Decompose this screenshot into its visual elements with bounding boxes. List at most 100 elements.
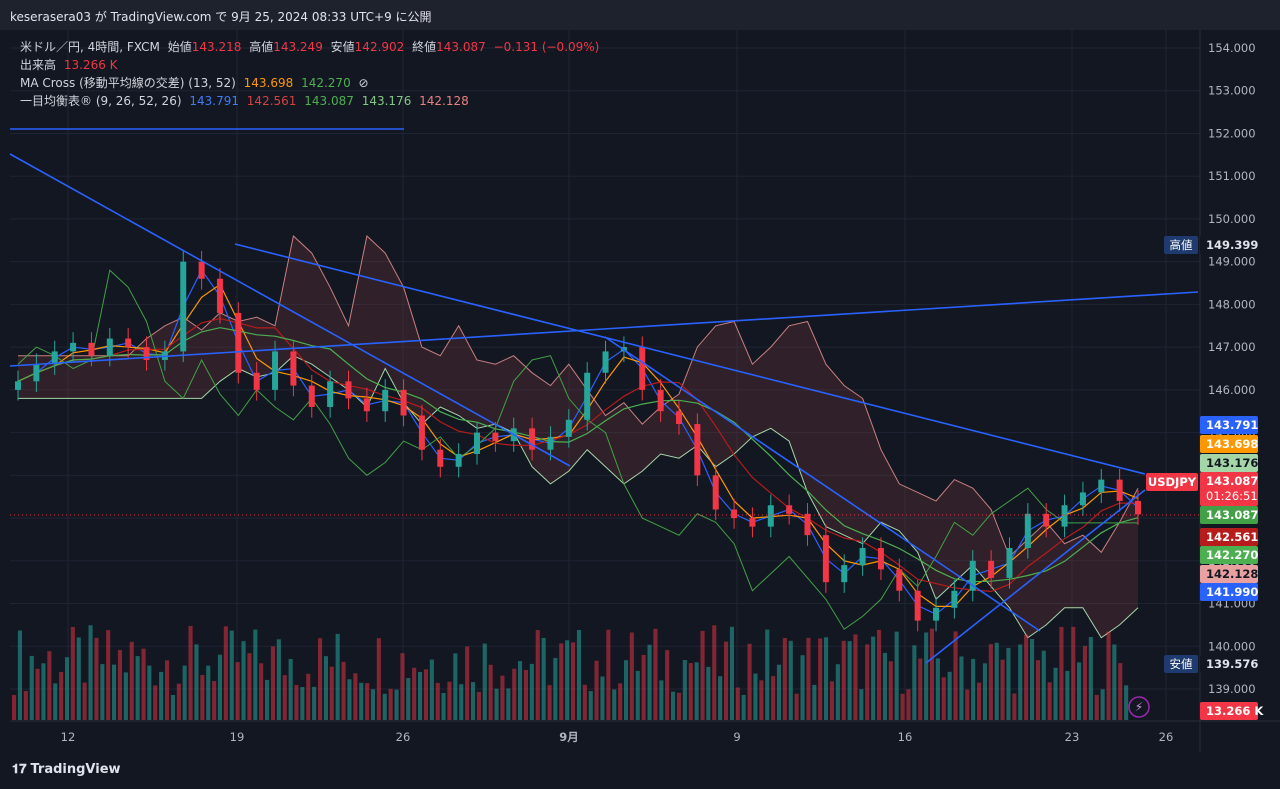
tenkan-marker-bg: [1200, 416, 1258, 434]
volume-bar: [1077, 662, 1082, 720]
volume-bar: [82, 682, 87, 720]
volume-bar: [94, 637, 99, 720]
volume-bar: [612, 689, 617, 720]
ma-fast-marker: 143.698: [1206, 437, 1258, 451]
volume-bar: [935, 658, 940, 720]
volume-value: 13.266 K: [63, 58, 118, 72]
time-tick-label: 9月: [559, 730, 579, 744]
volume-bar: [576, 630, 581, 720]
volume-bar: [841, 640, 846, 720]
hidden-eye-icon[interactable]: ⊘: [358, 76, 369, 90]
price-tick-label: 147.000: [1208, 340, 1256, 354]
volume-bar: [170, 695, 175, 720]
volume-bar: [300, 687, 305, 720]
price-tick-label: 152.000: [1208, 126, 1256, 140]
volume-bar: [741, 694, 746, 720]
volume-bar: [382, 693, 387, 720]
volume-bar: [1100, 689, 1105, 720]
time-axis[interactable]: 12 19 26 9月 9 16 23 26: [10, 720, 1280, 744]
volume-bar: [353, 673, 358, 720]
volume-bar: [553, 657, 558, 720]
volume-bar: [306, 673, 311, 720]
lightning-icon: [1128, 696, 1150, 718]
candle-body: [877, 547, 884, 570]
high-marker: 149.399: [1206, 238, 1258, 252]
kijun-line: [17, 317, 1139, 593]
trend-lines[interactable]: [9, 128, 1200, 664]
volume-bar: [259, 663, 264, 720]
volume-bar: [747, 643, 752, 720]
ichimoku-label[interactable]: 一目均衡表® (9, 26, 52, 26): [20, 94, 182, 108]
volume-bar: [523, 669, 528, 720]
volume-bar: [982, 663, 987, 720]
candle-body: [804, 513, 811, 536]
time-tick-label: 9: [733, 730, 740, 744]
volume-bar: [1071, 626, 1076, 720]
volume-bar: [423, 669, 428, 720]
legend-symbol[interactable]: 米ドル／円, 4時間, FXCM: [20, 40, 160, 54]
volume-bar: [276, 639, 281, 720]
volume-bar: [512, 668, 517, 720]
volume-bar: [653, 628, 658, 720]
volume-bar: [647, 644, 652, 720]
volume-bar: [165, 660, 170, 720]
volume-bar: [447, 681, 452, 720]
volume-bar: [100, 664, 105, 720]
volume-bar: [1065, 670, 1070, 720]
ma-label[interactable]: MA Cross (移動平均線の交差) (13, 52): [20, 76, 236, 90]
volume-bar: [400, 653, 405, 720]
volume-label[interactable]: 出来高: [20, 58, 57, 72]
low-label: 安値: [330, 40, 355, 54]
low-marker-label: 安値: [1170, 657, 1193, 671]
publish-text: keserasera03 が TradingView.com で 9月 25, …: [10, 10, 432, 24]
price-tick-label: 146.000: [1208, 383, 1256, 397]
candle-body: [1135, 500, 1141, 515]
volume-bar: [959, 656, 964, 720]
high-label: 高値: [249, 40, 274, 54]
symbol-tag: USDJPY: [1148, 475, 1197, 489]
volume-bar: [429, 659, 434, 720]
ma-fast-value: 143.698: [243, 76, 294, 90]
legend: 米ドル／円, 4時間, FXCM 始値143.218 高値143.249 安値1…: [20, 38, 603, 110]
tradingview-brand[interactable]: 𝟏𝟕 TradingView: [12, 762, 121, 777]
candle-body: [106, 338, 113, 356]
volume-bar: [176, 683, 181, 720]
volume-bar: [117, 649, 122, 720]
candle-body: [1024, 513, 1031, 548]
spanA-value: 143.176: [361, 94, 412, 108]
spanA-marker: 143.176: [1206, 456, 1258, 470]
volume-bar: [435, 682, 440, 720]
volume-bar: [994, 642, 999, 720]
brand-text: TradingView: [30, 762, 121, 777]
candle-body: [143, 347, 150, 360]
volume-bar: [70, 627, 75, 720]
spanA-marker-bg: [1200, 454, 1258, 472]
candle-body: [15, 381, 21, 390]
close-value: 143.087: [436, 40, 486, 54]
chikou-marker-bg: [1200, 506, 1258, 524]
candle-body: [308, 385, 315, 407]
volume-bar: [929, 628, 934, 720]
candle-body: [547, 436, 554, 450]
volume-bar: [977, 682, 982, 720]
candle-body: [933, 607, 940, 621]
candle-body: [584, 372, 591, 420]
volume-bar: [794, 693, 799, 720]
volume-bar: [541, 637, 546, 720]
volume-bar: [571, 642, 576, 720]
volume-bar: [824, 637, 829, 720]
candle-body: [969, 560, 976, 591]
volume-bar: [588, 691, 593, 720]
volume-bar: [953, 631, 958, 720]
volume-bar: [582, 684, 587, 720]
volume-bar: [53, 683, 58, 720]
price-tick-label: 149.000: [1208, 255, 1256, 269]
volume-bar: [23, 691, 28, 720]
volume-bar: [288, 659, 293, 720]
chikou-marker: 143.087: [1206, 508, 1258, 522]
volume-bar: [765, 629, 770, 720]
candles: [15, 250, 1141, 632]
price-axis[interactable]: 154.000 153.000 152.000 151.000 150.000 149.0…: [1199, 30, 1256, 752]
volume-bar: [688, 663, 693, 720]
